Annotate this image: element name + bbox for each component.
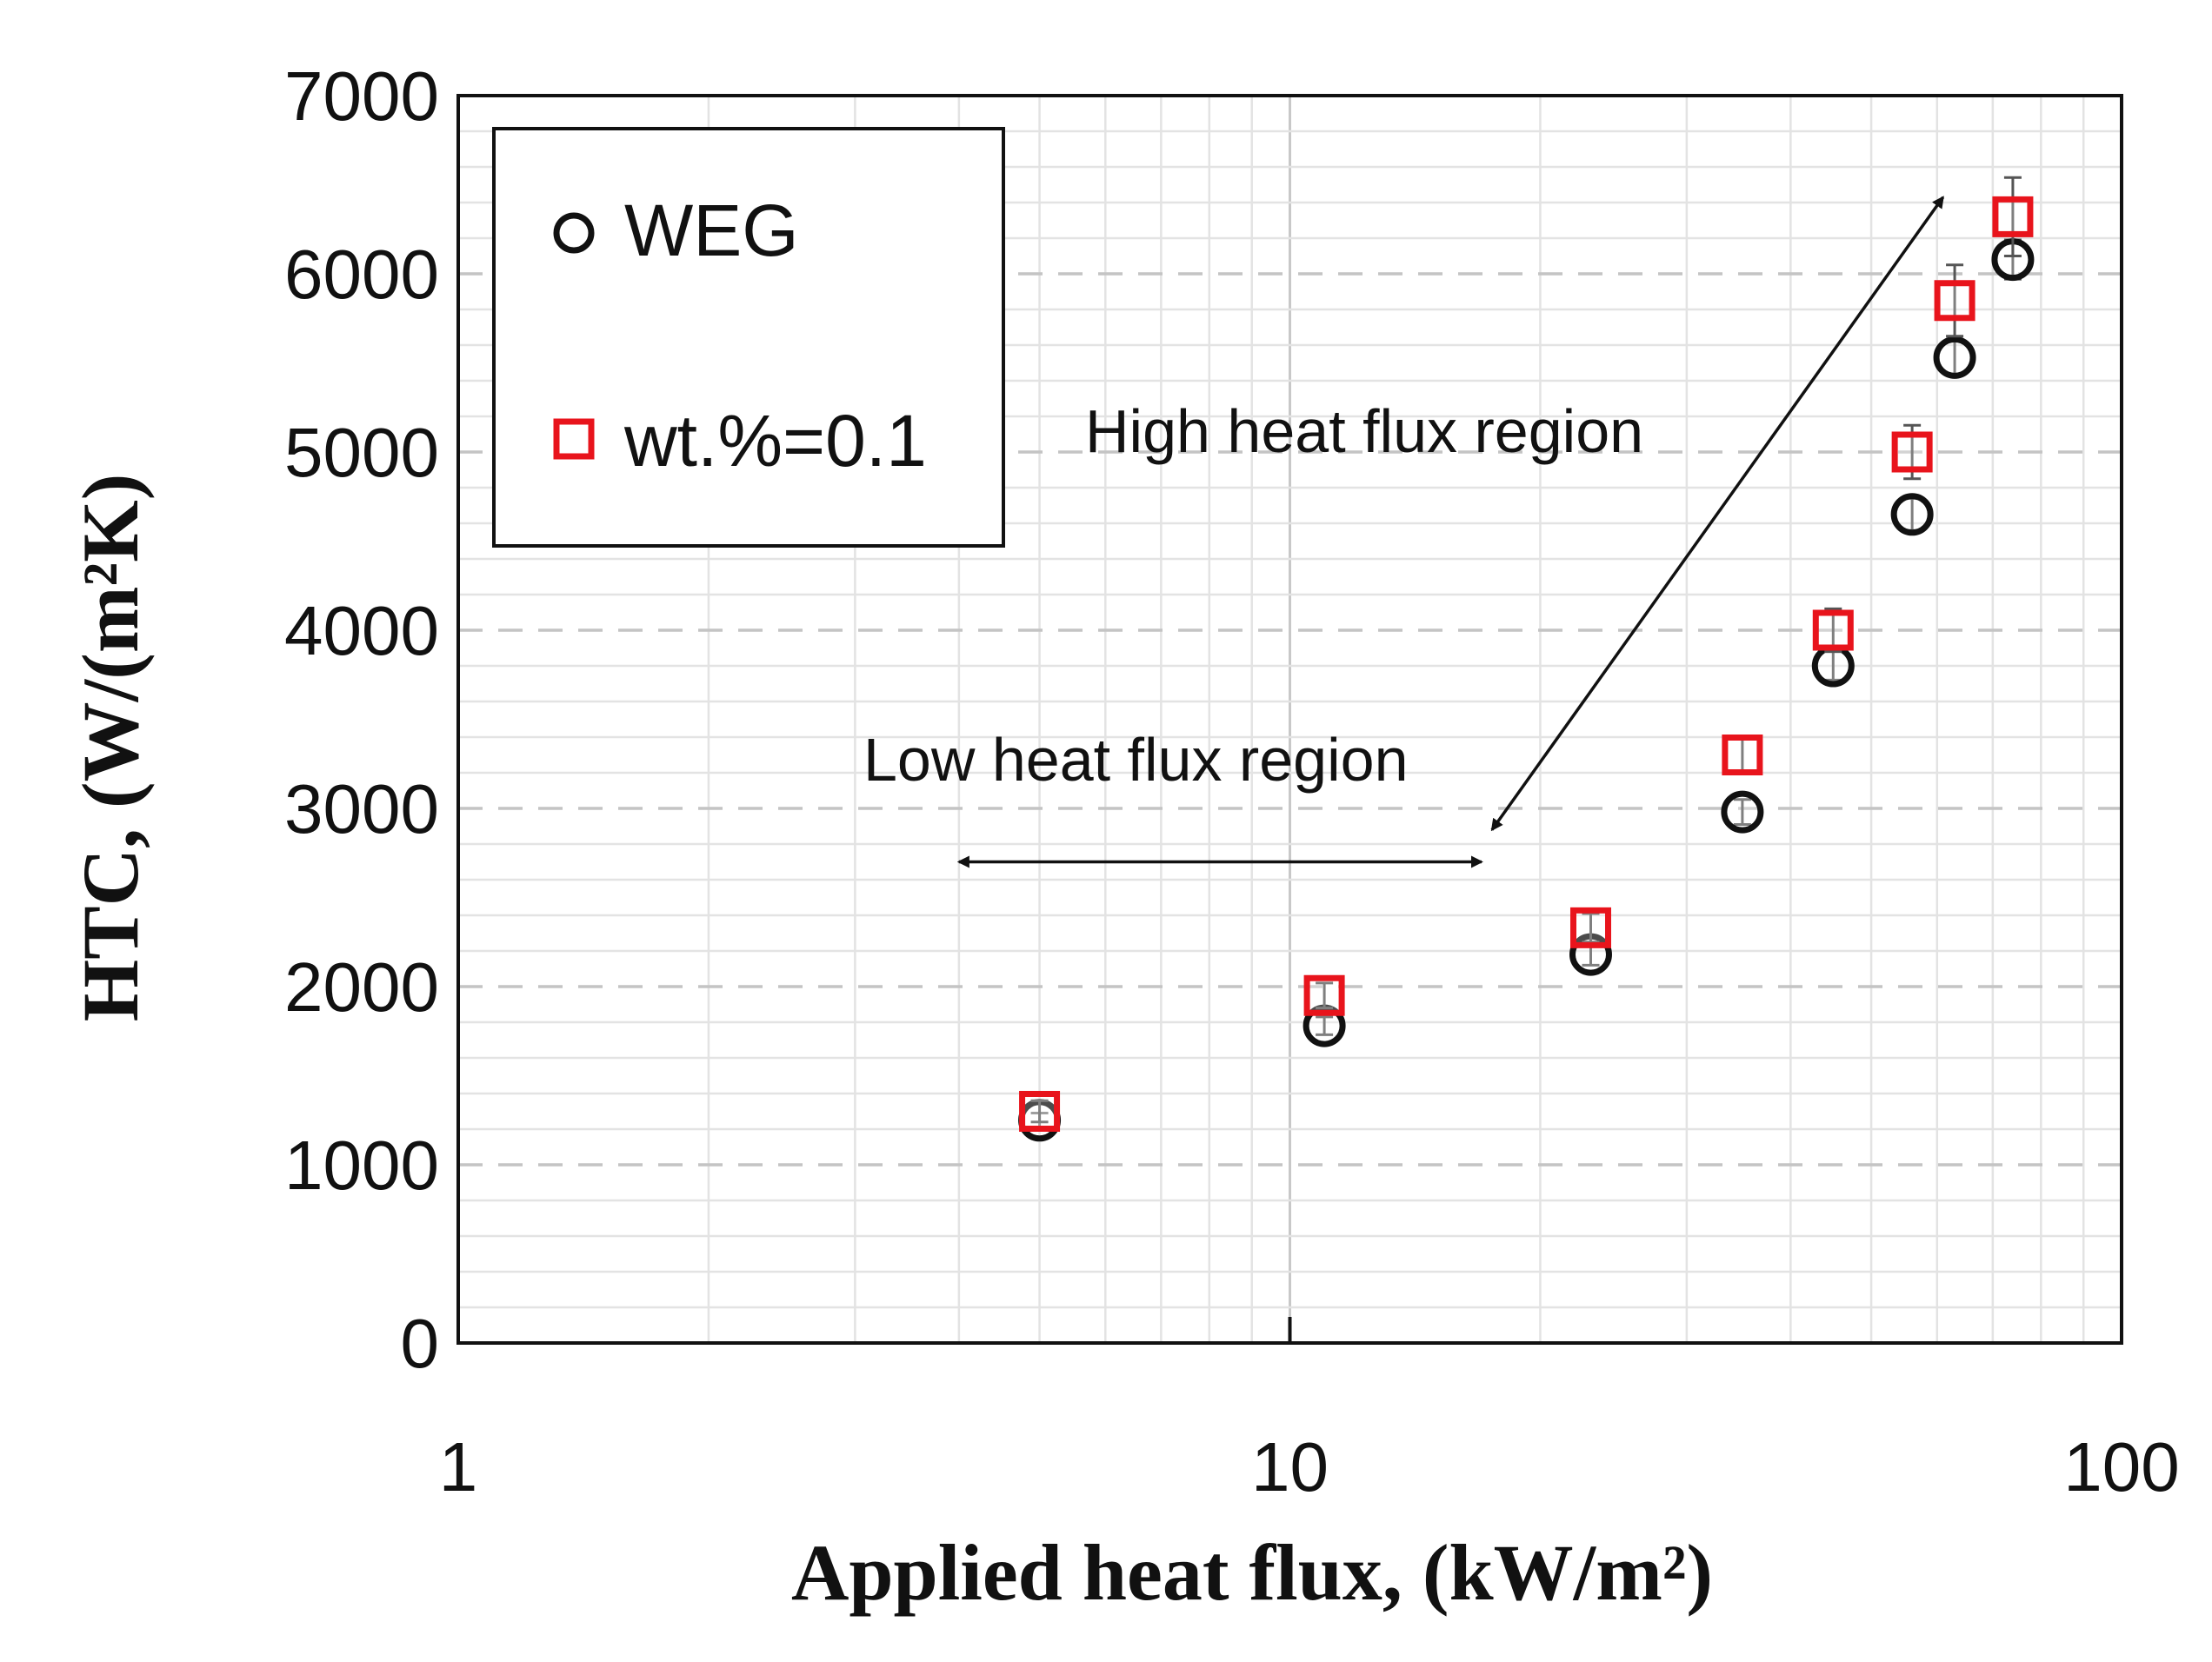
data-point-wt01 <box>1722 735 1763 775</box>
data-point-wt01 <box>1891 431 1933 473</box>
data-point-weg <box>1890 493 1934 536</box>
data-point-wt01 <box>1303 974 1345 1016</box>
data-point-wt01 <box>1934 280 1975 322</box>
high-flux-label: High heat flux region <box>1085 397 1643 465</box>
data-point-wt01 <box>1992 196 2034 237</box>
legend-label-weg: WEG <box>624 189 799 271</box>
y-tick-label: 3000 <box>284 770 439 848</box>
x-tick-label: 10 <box>1251 1428 1329 1506</box>
data-point-weg <box>1811 644 1855 688</box>
legend-marker-wt01 <box>553 418 595 460</box>
x-tick-label: 100 <box>2063 1428 2179 1506</box>
axis-ticks: 0 1000 2000 3000 4000 5000 6000 7000 1 10 100 <box>284 57 2180 1506</box>
y-tick-label: 7000 <box>284 57 439 135</box>
legend-box <box>492 127 1005 548</box>
data-point-weg <box>1933 336 1976 379</box>
y-tick-label: 2000 <box>284 948 439 1026</box>
y-tick-label: 1000 <box>284 1127 439 1204</box>
y-tick-label: 4000 <box>284 592 439 669</box>
y-tick-label: 0 <box>401 1305 440 1382</box>
data-point-wt01 <box>1569 907 1611 948</box>
legend-marker-weg <box>553 212 595 254</box>
data-point-weg <box>1721 790 1764 834</box>
legend: WEG wt.%=0.1 <box>492 127 1005 548</box>
low-flux-label: Low heat flux region <box>863 726 1409 794</box>
data-point-wt01 <box>1019 1091 1061 1132</box>
y-tick-label: 5000 <box>284 414 439 491</box>
x-axis-title: Applied heat flux, (kW/m²) <box>791 1528 1713 1617</box>
data-point-wt01 <box>1812 609 1854 651</box>
y-tick-label: 6000 <box>284 236 439 313</box>
legend-label-wt01: wt.%=0.1 <box>623 400 927 482</box>
x-tick-label: 1 <box>439 1428 478 1506</box>
high-flux-arrow <box>1490 196 1945 832</box>
y-axis-title: HTC, (W/(m²K) <box>66 474 155 1022</box>
